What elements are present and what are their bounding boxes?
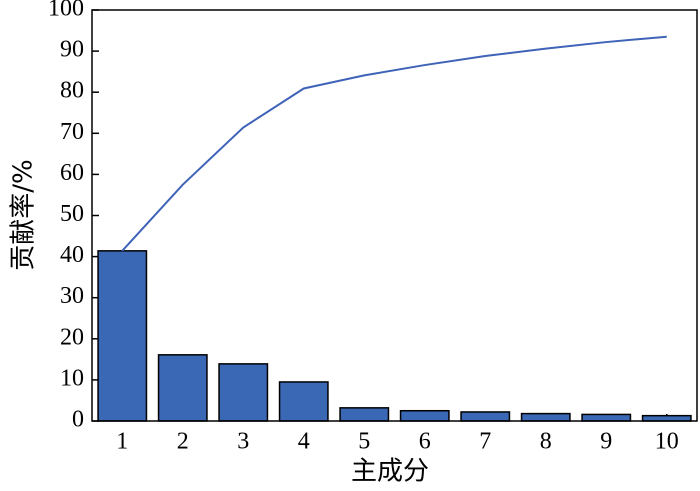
x-tick-label: 7 — [479, 429, 491, 455]
cumulative-line — [121, 35, 667, 252]
x-tick-label: 5 — [358, 429, 370, 455]
y-tick-label: 50 — [60, 201, 84, 227]
y-tick-label: 0 — [72, 407, 84, 433]
y-axis-title: 贡献率/% — [9, 159, 39, 270]
bar — [339, 407, 390, 422]
y-tick-label: 40 — [60, 242, 84, 268]
bar — [157, 354, 208, 422]
y-tick-label: 30 — [60, 283, 84, 309]
bar — [399, 409, 450, 422]
y-tick-label: 100 — [48, 0, 84, 22]
x-tick-label: 2 — [177, 429, 189, 455]
x-axis-title: 主成分 — [351, 457, 429, 487]
plot-frame — [91, 9, 698, 422]
bar — [581, 413, 632, 422]
bar — [218, 363, 269, 422]
y-tick-label: 20 — [60, 324, 84, 350]
y-tick-label: 70 — [60, 119, 84, 145]
bar — [97, 250, 148, 422]
y-tick-label: 60 — [60, 160, 84, 186]
x-tick-label: 9 — [600, 429, 612, 455]
x-tick-label: 10 — [655, 429, 679, 455]
bar — [460, 411, 511, 422]
bar — [641, 414, 692, 422]
x-tick-label: 4 — [298, 429, 310, 455]
x-tick-label: 8 — [540, 429, 552, 455]
x-tick-label: 3 — [237, 429, 249, 455]
bar — [278, 381, 329, 422]
y-tick-label: 90 — [60, 37, 84, 63]
x-tick-label: 1 — [116, 429, 128, 455]
y-tick-label: 10 — [60, 365, 84, 391]
bar — [520, 412, 571, 422]
y-tick-label: 80 — [60, 78, 84, 104]
x-tick-label: 6 — [419, 429, 431, 455]
